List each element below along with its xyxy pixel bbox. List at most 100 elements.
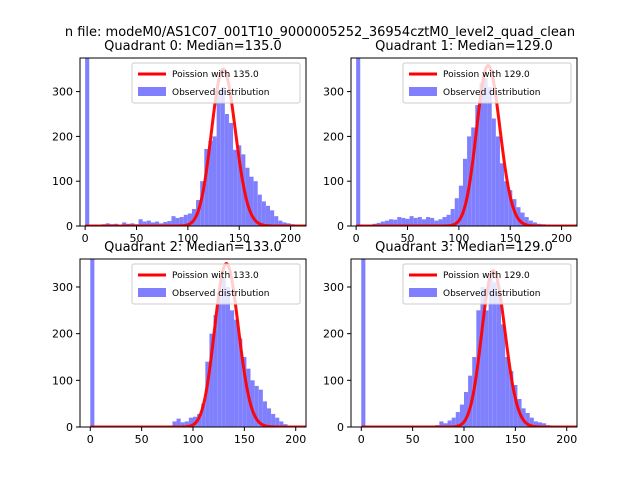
histogram-bar	[90, 259, 95, 427]
histogram-bar	[393, 219, 398, 226]
histogram-bar	[171, 216, 176, 226]
histogram-bar	[380, 221, 385, 226]
legend: Poission with 129.0 Observed distribution	[402, 263, 572, 305]
plot-area	[84, 58, 306, 226]
histogram-bar	[425, 217, 431, 226]
histogram-bar	[528, 220, 533, 226]
histogram-bar	[450, 208, 455, 226]
histogram-bar	[542, 423, 547, 427]
histogram-bar	[180, 422, 185, 427]
histogram-bar	[216, 91, 221, 226]
histogram-bar	[454, 198, 459, 226]
y-tick-label: 300	[52, 86, 73, 99]
histogram-bar	[233, 149, 238, 226]
histogram-bar	[138, 219, 143, 226]
y-tick-label: 200	[52, 328, 73, 341]
y-tick-label: 0	[66, 220, 73, 233]
plot-area	[355, 58, 577, 226]
histogram-bar	[238, 338, 243, 427]
histogram-bar	[389, 219, 394, 226]
histogram-bar	[142, 221, 147, 226]
histogram-bar	[172, 421, 177, 427]
subplot-title: Quadrant 1: Median=129.0	[375, 39, 553, 54]
histogram-bar	[532, 222, 537, 226]
histogram-bar	[266, 408, 272, 427]
histogram-bar	[249, 176, 254, 226]
histogram-bar	[446, 214, 451, 226]
histogram-bar	[430, 217, 435, 226]
histogram-bar	[442, 217, 447, 226]
histogram-bar	[468, 375, 473, 427]
histogram-bar	[525, 413, 530, 427]
x-tick-label: 200	[280, 232, 301, 245]
legend-box	[402, 263, 572, 305]
histogram-bar	[480, 287, 485, 427]
histogram-bar	[187, 213, 192, 226]
histogram-bar	[205, 361, 210, 427]
histogram-bar	[275, 417, 280, 427]
histogram-bar	[208, 140, 213, 226]
x-tick-label: 0	[82, 232, 89, 245]
histogram-bar	[224, 114, 229, 226]
histogram-bar	[509, 371, 514, 427]
subplot-title: Quadrant 2: Median=133.0	[104, 240, 282, 255]
x-tick-label: 100	[448, 232, 469, 245]
x-tick-label: 100	[177, 232, 198, 245]
y-tick-label: 0	[337, 220, 344, 233]
histogram-bar	[257, 194, 262, 226]
legend-hist-swatch	[409, 288, 437, 297]
histogram-bar	[499, 163, 505, 226]
histogram-bar	[201, 403, 206, 427]
x-tick-label: 200	[551, 232, 572, 245]
histogram-bar	[471, 127, 476, 226]
histogram-bar	[434, 220, 439, 226]
histogram-bar	[167, 221, 172, 226]
histogram-bar	[401, 217, 406, 226]
histogram-bar	[254, 385, 259, 427]
histogram-bar	[491, 118, 496, 226]
histogram-bar	[462, 158, 468, 226]
legend-label-fit: Poission with 133.0	[172, 271, 259, 281]
histogram-bar	[250, 380, 255, 427]
histogram-bar	[397, 217, 402, 226]
y-tick-label: 100	[52, 374, 73, 387]
histogram-bar	[282, 222, 287, 226]
x-tick-label: 150	[229, 232, 250, 245]
histogram-bar	[492, 282, 497, 427]
y-tick-label: 0	[337, 421, 344, 434]
histogram-bar	[376, 222, 381, 226]
histogram-bar	[221, 277, 226, 427]
y-tick-label: 300	[323, 86, 344, 99]
histogram-bar	[146, 220, 151, 226]
histogram-bar	[488, 277, 493, 427]
histogram-bar	[459, 404, 464, 427]
subplot-title: Quadrant 0: Median=135.0	[104, 39, 282, 54]
histogram-bar	[458, 185, 463, 226]
legend-hist-swatch	[409, 87, 437, 96]
legend-label-hist: Observed distribution	[172, 88, 269, 98]
histogram-bar	[245, 167, 250, 226]
histogram-bar	[220, 87, 225, 226]
histogram-bar	[274, 216, 279, 226]
x-tick-label: 200	[285, 433, 306, 446]
histogram-bar	[479, 82, 484, 226]
legend: Poission with 133.0 Observed distribution	[131, 263, 301, 305]
x-tick-label: 150	[500, 232, 521, 245]
y-tick-label: 200	[52, 130, 73, 143]
x-tick-label: 200	[556, 433, 577, 446]
histogram-bar	[524, 217, 529, 226]
x-tick-label: 0	[358, 433, 365, 446]
histogram-bar	[265, 205, 271, 226]
x-tick-label: 50	[406, 433, 420, 446]
x-tick-label: 0	[353, 232, 360, 245]
histogram-bar	[200, 181, 205, 226]
histogram-bar	[451, 417, 456, 427]
histogram-bar	[183, 214, 188, 226]
histogram-bar	[475, 105, 480, 226]
legend-label-fit: Poission with 135.0	[172, 70, 259, 80]
histogram-bar	[237, 145, 242, 226]
y-tick-label: 300	[323, 281, 344, 294]
histogram-bar	[176, 418, 181, 427]
histogram-bar	[262, 401, 267, 427]
subplot-quadrant-1: 0 50 100 150 200 0 100 200 300 Quadrant 1: Median…	[323, 39, 578, 245]
